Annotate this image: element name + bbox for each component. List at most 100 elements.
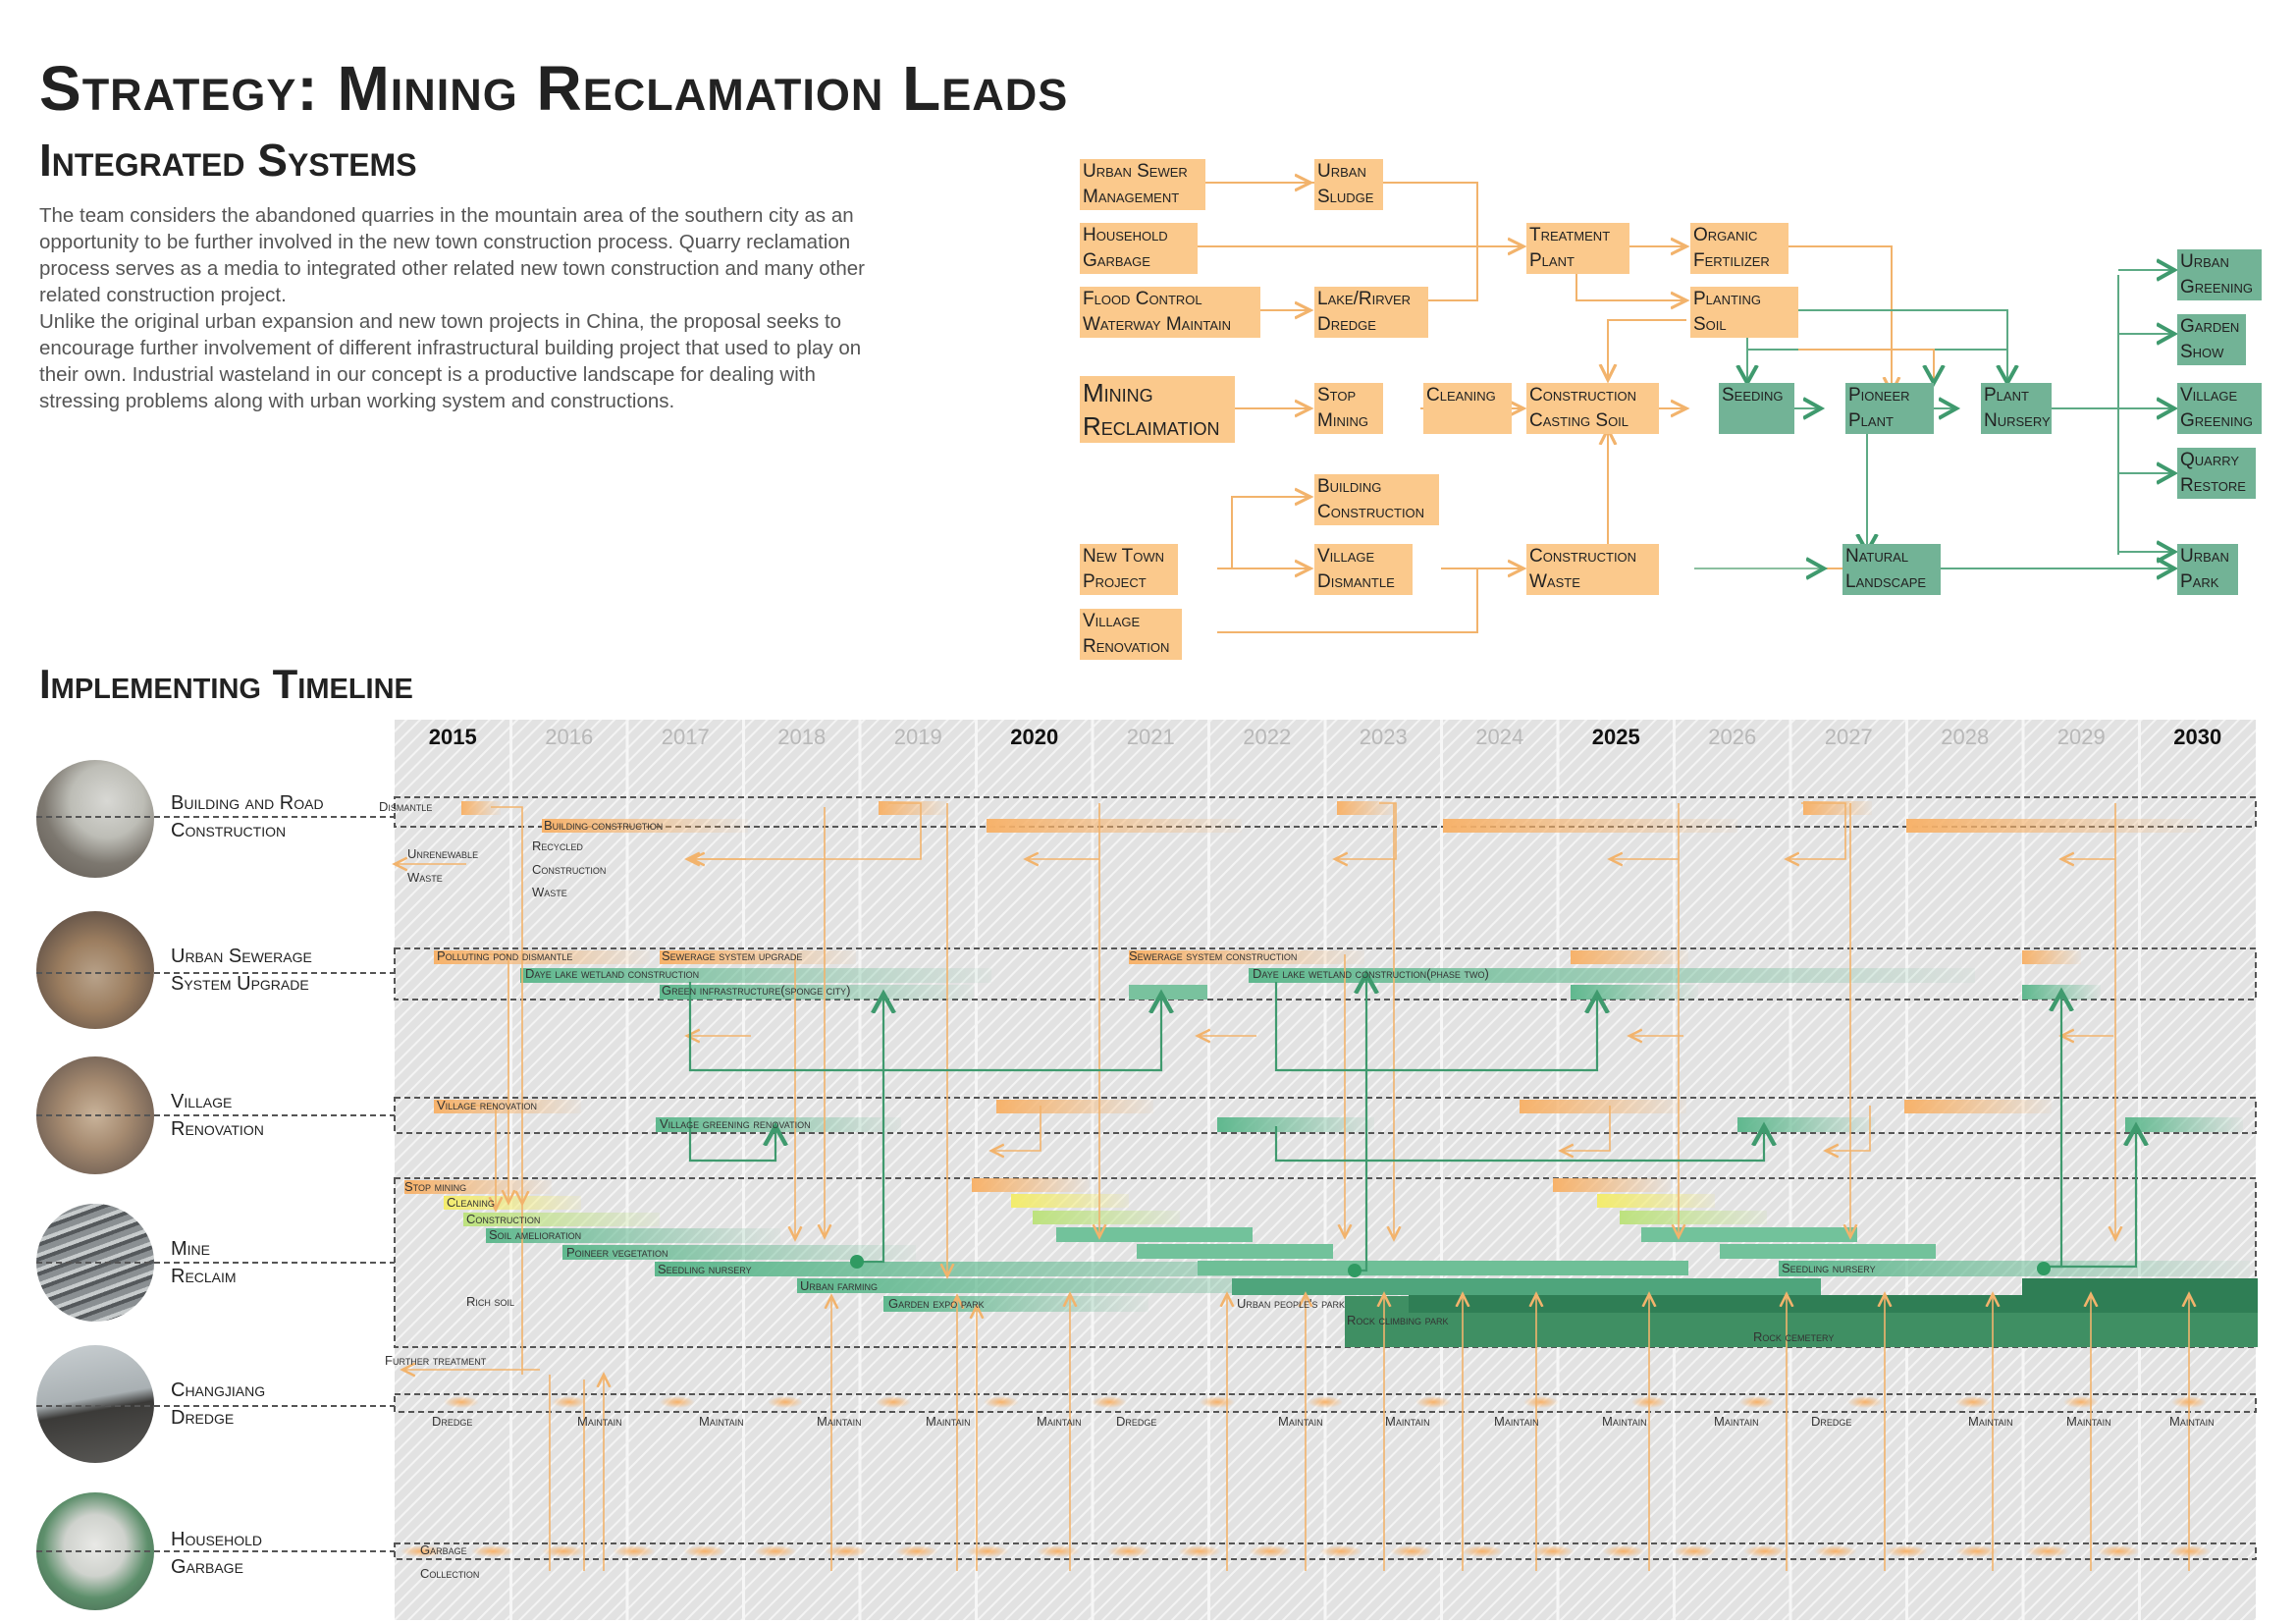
node-garden-show: Garden Show [2177,314,2246,365]
garbage-marker [1319,1545,1362,1557]
node-organic-fertilizer: Organic Fertilizer [1690,223,1789,274]
dredge-marker [768,1396,803,1408]
node-seeding: Seeding [1719,383,1794,434]
row-label-garbage: Household Garbage [171,1529,263,1578]
year-label: 2027 [1825,725,1873,749]
node-new-town-project: New Town Project [1080,544,1178,595]
node-household-garbage: Household Garbage [1080,223,1198,274]
node-stop-mining: Stop Mining [1314,383,1383,434]
garbage-marker [471,1545,514,1557]
dredge-markers [444,1396,2207,1408]
garbage-marker [825,1545,868,1557]
node-mining-reclaimation: Mining Reclaimation [1080,376,1235,443]
row-label-building: Building and Road Construction [171,792,324,841]
dredge-marker [1739,1396,1775,1408]
maintain-label: Maintain [1278,1414,1323,1429]
label-urban-farming: Urban farming [800,1278,878,1293]
dredge-marker [1631,1396,1667,1408]
intro-paragraph: The team considers the abandoned quarrie… [39,204,865,306]
label-polluting-pond: Polluting pond dismantle [437,948,572,963]
garbage-marker [542,1545,585,1557]
mine-bars [404,1178,2258,1347]
label-recycled: Recycled [532,839,583,853]
flow-connectors [1198,147,2296,633]
garbage-marker [754,1545,797,1557]
year-label: 2020 [1010,725,1058,749]
year-label: 2028 [1941,725,1989,749]
garbage-marker [1249,1545,1292,1557]
label-daye-lake: Daye lake wetland construction [525,966,699,981]
label-rock-cemetery: Rock cemetery [1753,1329,1834,1344]
garbage-marker [1178,1545,1221,1557]
dredge-marker [876,1396,911,1408]
section-title-implementing-timeline: Implementing Timeline [39,661,413,707]
label-garden-expo: Garden expo park [888,1296,985,1311]
maintain-label: Maintain [2066,1414,2111,1429]
mine-photo [36,1204,154,1322]
village-bars [434,1100,2243,1132]
maintain-label: Maintain [1602,1414,1647,1429]
label-village-greening: Village greening renovation [660,1116,811,1131]
row-label-sewerage: Urban Sewerage System Upgrade [171,946,312,995]
sewerage-bars [434,950,2101,1000]
year-label: 2029 [2057,725,2106,749]
node-urban-greening: Urban Greening [2177,249,2262,300]
label-sewerage-construction: Sewerage system construction [1129,948,1297,963]
building-bars [461,801,2201,833]
year-label: 2023 [1360,725,1408,749]
maintain-label: Maintain [1714,1414,1759,1429]
row-label-village: Village Renovation [171,1091,264,1140]
label-dismantle: Dismantle [379,799,432,814]
dredge-label: Dredge [1116,1414,1156,1429]
node-plant-nursery: Plant Nursery [1981,383,2052,434]
node-planting-soil: Planting Soil [1690,287,1798,338]
orange-connectors [395,802,2189,1571]
garbage-marker [966,1545,1009,1557]
label-village-renovation: Village renovation [437,1098,537,1112]
dredge-marker [1955,1396,1991,1408]
node-lake-dredge: Lake/Rirver Dredge [1314,287,1428,338]
garbage-marker [683,1545,726,1557]
garbage-marker [1531,1545,1575,1557]
label-seedling-nursery: Seedling nursery [658,1262,752,1276]
node-pioneer-plant: Pioneer Plant [1845,383,1934,434]
year-label: 2018 [777,725,826,749]
garbage-marker [1390,1545,1433,1557]
maintain-label: Maintain [2169,1414,2215,1429]
label-waste-2: Waste [532,885,567,899]
garbage-marker [1037,1545,1080,1557]
node-village-dismantle: Village Dismantle [1314,544,1413,595]
intro-text: The team considers the abandoned quarrie… [39,202,874,414]
maintain-label: Maintain [577,1414,622,1429]
node-village-greening: Village Greening [2177,383,2262,434]
maintain-label: Maintain [1037,1414,1082,1429]
garbage-marker [1461,1545,1504,1557]
intro-paragraph: Unlike the original urban expansion and … [39,310,862,412]
dredge-marker [1847,1396,1883,1408]
node-cleaning: Cleaning [1423,383,1512,434]
dredge-label: Dredge [432,1414,472,1429]
label-seedling-nursery-2: Seedling nursery [1782,1261,1876,1275]
year-label: 2026 [1708,725,1756,749]
year-label: 2017 [662,725,710,749]
maintain-label: Maintain [1494,1414,1539,1429]
row-frame-building [394,796,2257,828]
label-collection: Collection [420,1566,479,1581]
label-soil-amelioration: Soil amelioration [489,1227,581,1242]
garbage-markers [400,1545,2211,1557]
dredge-marker [660,1396,695,1408]
garbage-marker [1814,1545,1857,1557]
node-treatment-plant: Treatment Plant [1526,223,1629,274]
dredge-marker [984,1396,1019,1408]
dredge-marker [1523,1396,1559,1408]
row-frame-mine [394,1177,2257,1348]
sewerage-photo [36,911,154,1029]
label-cleaning: Cleaning [447,1195,495,1210]
dredge-marker [1092,1396,1127,1408]
green-connectors [688,974,2136,1272]
maintain-label: Maintain [1385,1414,1430,1429]
year-label: 2016 [545,725,593,749]
garbage-marker [1955,1545,1999,1557]
year-label: 2030 [2173,725,2221,749]
node-urban-sludge: Urban Sludge [1314,159,1383,210]
